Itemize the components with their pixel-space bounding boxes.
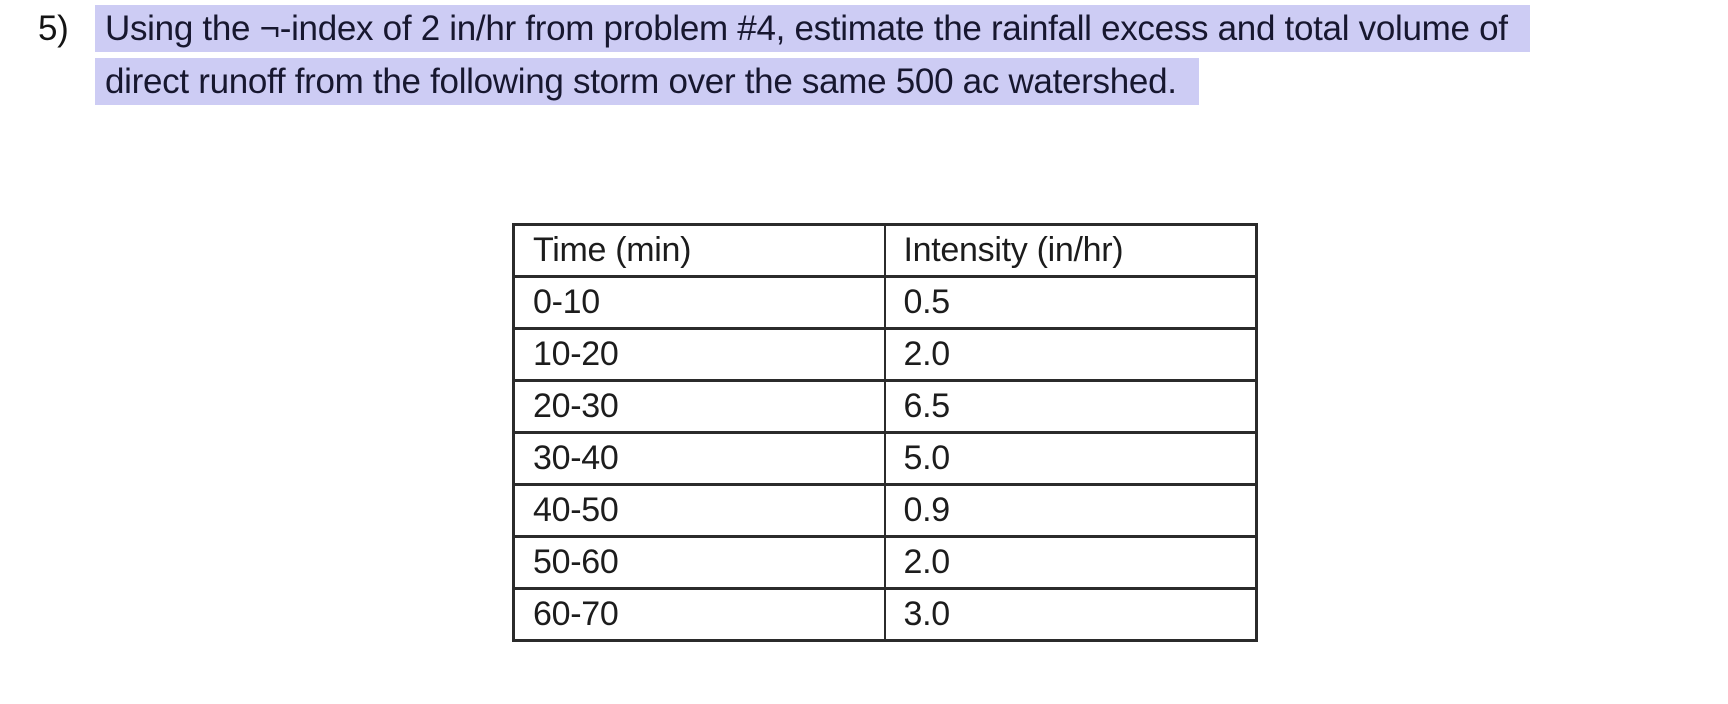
intensity-cell: 0.9 <box>883 483 1258 538</box>
time-cell: 40-50 <box>512 483 886 538</box>
highlighted-text-line-2: direct runoff from the following storm o… <box>95 58 1199 105</box>
intensity-cell: 2.0 <box>883 327 1258 382</box>
intensity-cell: 5.0 <box>883 431 1258 486</box>
table-row: 30-40 5.0 <box>512 431 1258 486</box>
time-cell: 50-60 <box>512 535 886 590</box>
table-row: 40-50 0.9 <box>512 483 1258 538</box>
highlighted-text-line-1: Using the ¬-index of 2 in/hr from proble… <box>95 5 1530 52</box>
col-header-time: Time (min) <box>512 223 886 278</box>
time-cell: 20-30 <box>512 379 886 434</box>
intensity-cell: 3.0 <box>883 587 1258 642</box>
time-cell: 60-70 <box>512 587 886 642</box>
intensity-cell: 0.5 <box>883 275 1258 330</box>
time-cell: 0-10 <box>512 275 886 330</box>
col-header-intensity: Intensity (in/hr) <box>883 223 1258 278</box>
storm-data-table: Time (min) Intensity (in/hr) 0-10 0.5 10… <box>512 223 1258 642</box>
problem-number: 5) <box>38 9 69 48</box>
table-row: 0-10 0.5 <box>512 275 1258 330</box>
table-row: 60-70 3.0 <box>512 587 1258 642</box>
intensity-cell: 6.5 <box>883 379 1258 434</box>
table-row: 20-30 6.5 <box>512 379 1258 434</box>
problem-statement: Using the ¬-index of 2 in/hr from proble… <box>95 5 1530 111</box>
table-row: 10-20 2.0 <box>512 327 1258 382</box>
intensity-cell: 2.0 <box>883 535 1258 590</box>
time-cell: 10-20 <box>512 327 886 382</box>
time-cell: 30-40 <box>512 431 886 486</box>
table-header-row: Time (min) Intensity (in/hr) <box>512 223 1258 278</box>
table-row: 50-60 2.0 <box>512 535 1258 590</box>
